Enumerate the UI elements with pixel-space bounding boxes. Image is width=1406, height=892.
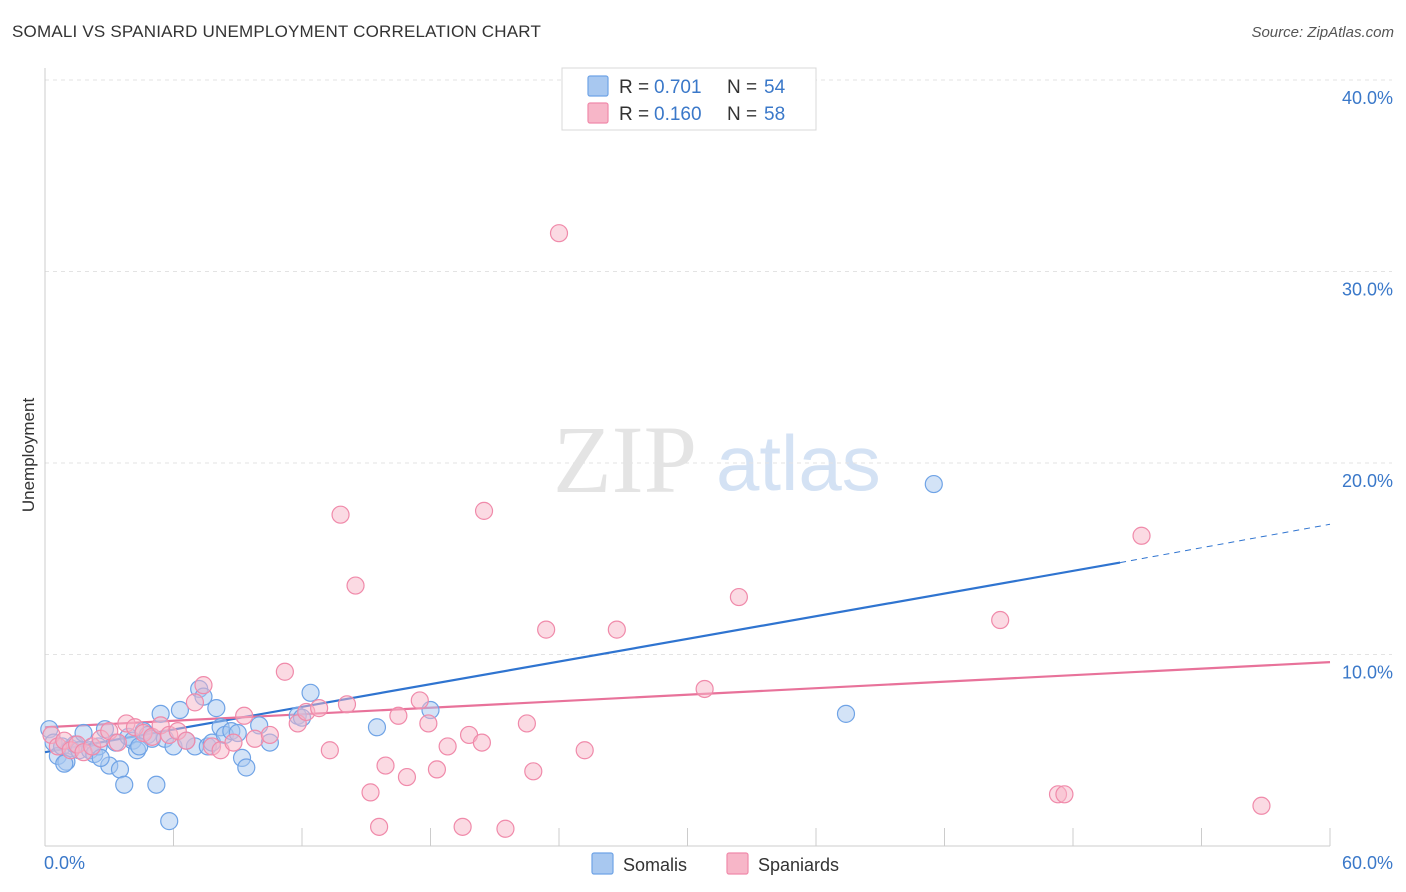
- data-point-spaniards: [245, 729, 264, 748]
- data-point-spaniards: [1252, 796, 1271, 815]
- data-point-spaniards: [419, 714, 438, 733]
- data-point-spaniards: [427, 760, 447, 779]
- legend-n-value-spaniards: 58: [764, 104, 785, 125]
- data-point-somalis: [301, 683, 320, 702]
- data-point-spaniards: [410, 691, 429, 710]
- data-point-spaniards: [537, 620, 556, 639]
- y-tick-label: 20.0%: [1342, 471, 1393, 491]
- legend-box: R = 0.701 N = 54 R = 0.160 N = 58: [561, 67, 817, 131]
- gridlines: 10.0% 20.0% 30.0% 40.0%: [45, 79, 1393, 683]
- legend-swatch-spaniards: [587, 102, 609, 124]
- data-point-spaniards: [310, 699, 329, 718]
- bottom-legend-swatch-somalis: [591, 852, 614, 875]
- legend-n-value-somalis: 54: [764, 77, 786, 98]
- data-point-spaniards: [389, 706, 408, 725]
- legend-r-label: R =: [619, 77, 649, 98]
- data-points: [40, 224, 1271, 838]
- data-point-spaniards: [517, 714, 536, 733]
- source-credit: Source: ZipAtlas.com: [1251, 24, 1394, 41]
- data-point-somalis: [115, 775, 134, 794]
- axes: [44, 68, 1331, 847]
- data-point-somalis: [147, 775, 166, 794]
- data-point-somalis: [367, 718, 387, 737]
- data-point-spaniards: [376, 756, 395, 775]
- data-point-spaniards: [370, 817, 389, 836]
- data-point-spaniards: [320, 741, 339, 760]
- data-point-spaniards: [235, 706, 254, 725]
- data-point-spaniards: [361, 783, 380, 802]
- y-axis-title: Unemployment: [19, 398, 38, 513]
- data-point-spaniards: [337, 695, 357, 714]
- trend-line-extension-somalis: [1120, 523, 1331, 564]
- data-point-spaniards: [729, 587, 749, 607]
- trend-line-somalis: [44, 561, 1121, 754]
- legend-r-value-spaniards: 0.160: [654, 104, 702, 125]
- bottom-legend-swatch-spaniards: [726, 852, 749, 875]
- bottom-legend-label-spaniards: Spaniards: [758, 855, 839, 875]
- y-tick-label: 30.0%: [1342, 280, 1393, 300]
- data-point-spaniards: [991, 610, 1010, 630]
- data-point-somalis: [237, 758, 256, 777]
- data-point-somalis: [836, 704, 856, 723]
- chart-title: SOMALI VS SPANIARD UNEMPLOYMENT CORRELAT…: [12, 22, 542, 41]
- data-point-spaniards: [607, 620, 626, 639]
- data-point-spaniards: [575, 741, 594, 760]
- data-point-spaniards: [453, 817, 472, 836]
- data-point-somalis: [160, 812, 179, 831]
- bottom-legend-label-somalis: Somalis: [623, 855, 687, 875]
- data-point-somalis: [110, 760, 130, 779]
- data-point-spaniards: [496, 819, 515, 838]
- data-point-spaniards: [177, 731, 196, 750]
- data-point-somalis: [207, 699, 226, 718]
- data-point-spaniards: [1055, 785, 1074, 804]
- data-point-spaniards: [549, 224, 569, 243]
- legend-r-value-somalis: 0.701: [654, 77, 702, 98]
- data-point-spaniards: [224, 733, 243, 752]
- legend-swatch-somalis: [587, 75, 609, 97]
- data-point-spaniards: [194, 676, 213, 695]
- data-point-spaniards: [472, 733, 491, 752]
- data-point-spaniards: [331, 505, 350, 524]
- data-point-spaniards: [695, 679, 714, 699]
- legend-n-label: N =: [727, 77, 757, 98]
- bottom-legend: Somalis Spaniards: [591, 852, 839, 875]
- data-point-spaniards: [397, 767, 417, 787]
- x-tick-label-min: 0.0%: [44, 853, 85, 873]
- data-point-spaniards: [1132, 526, 1151, 545]
- data-point-spaniards: [524, 762, 543, 781]
- data-point-spaniards: [185, 693, 205, 712]
- data-point-spaniards: [108, 733, 127, 752]
- legend-r-label: R =: [619, 104, 649, 125]
- data-point-somalis: [170, 700, 190, 720]
- y-tick-label: 10.0%: [1342, 663, 1393, 683]
- data-point-spaniards: [474, 501, 494, 520]
- data-point-spaniards: [438, 737, 457, 756]
- x-tick-label-max: 60.0%: [1342, 853, 1393, 873]
- watermark-zip: ZIP: [553, 406, 697, 513]
- data-point-spaniards: [275, 662, 294, 681]
- data-point-somalis: [924, 474, 943, 494]
- legend-n-label: N =: [727, 104, 757, 125]
- y-tick-label: 40.0%: [1342, 88, 1393, 108]
- data-point-spaniards: [346, 576, 365, 595]
- data-point-spaniards: [260, 725, 279, 745]
